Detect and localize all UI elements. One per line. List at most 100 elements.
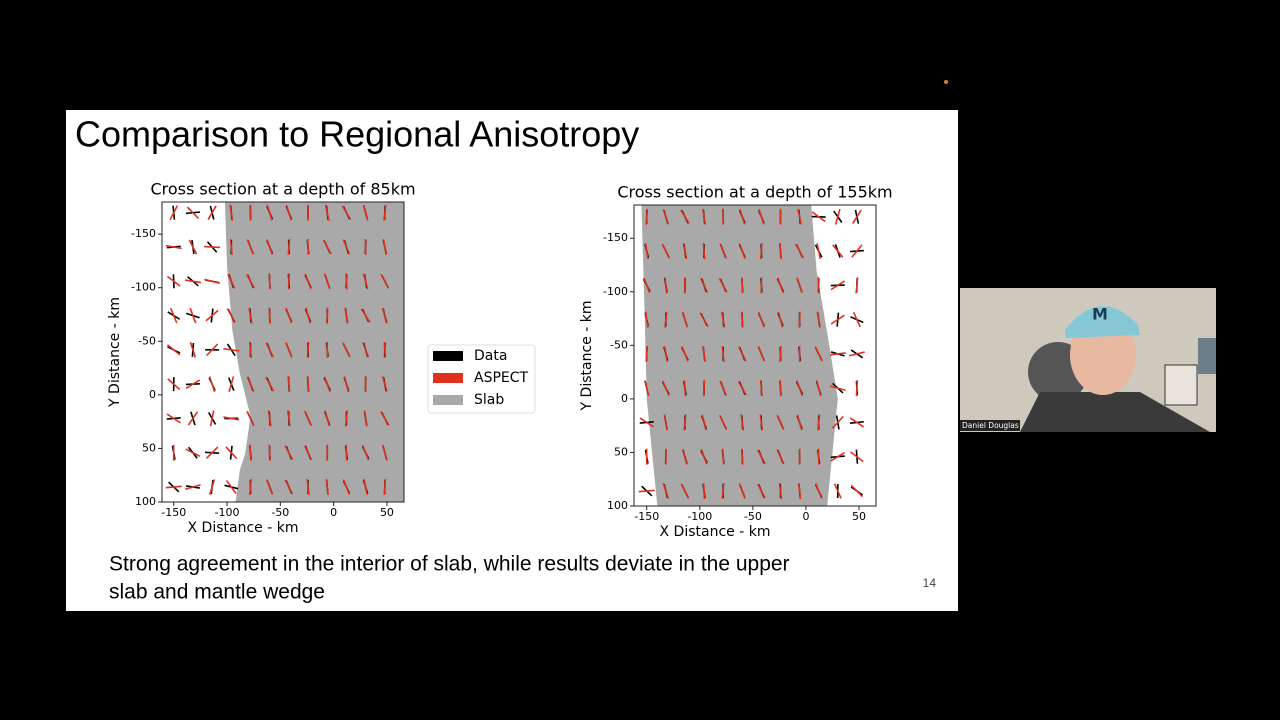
glyph	[759, 380, 763, 397]
glyph	[811, 211, 826, 223]
page-number: 14	[923, 576, 937, 590]
glyph	[207, 205, 217, 221]
glyph	[248, 341, 253, 358]
glyph	[266, 204, 273, 221]
glyph	[287, 410, 291, 427]
glyph	[851, 244, 863, 258]
glyph	[306, 238, 310, 256]
glyph	[187, 411, 199, 426]
glyph	[246, 239, 255, 255]
glyph	[342, 342, 351, 358]
glyph	[246, 410, 255, 427]
glyph	[208, 376, 216, 392]
glyph	[832, 244, 844, 258]
x-axis-label: X Distance - km	[660, 524, 771, 540]
glyph	[737, 346, 747, 362]
glyph	[265, 376, 275, 392]
glyph	[701, 208, 707, 225]
glyph	[245, 273, 256, 289]
glyph	[184, 279, 201, 284]
glyph	[644, 243, 649, 260]
x-tick-label: -50	[271, 506, 289, 519]
plot-title: Cross section at a depth of 85km	[150, 180, 415, 199]
plot-title: Cross section at a depth of 155km	[617, 183, 892, 202]
glyph	[645, 208, 649, 225]
glyph	[740, 311, 744, 328]
y-tick-label: -50	[610, 338, 628, 351]
legend-label: ASPECT	[474, 370, 529, 386]
glyph	[796, 380, 803, 396]
glyph	[778, 482, 783, 500]
glyph	[829, 352, 846, 356]
glyph	[381, 444, 388, 461]
glyph	[798, 311, 801, 328]
glyph	[662, 208, 670, 225]
glyph	[304, 273, 312, 290]
glyph	[189, 341, 197, 358]
legend-swatch	[433, 373, 463, 383]
glyph	[702, 243, 706, 260]
glyph	[287, 238, 291, 256]
glyph	[756, 483, 766, 499]
glyph	[760, 277, 763, 294]
glyph	[663, 345, 668, 362]
glyph	[229, 238, 233, 256]
glyph	[248, 307, 253, 324]
y-tick-label: -150	[131, 227, 156, 240]
glyph	[285, 307, 293, 324]
glyph	[223, 416, 240, 421]
x-tick-label: -150	[161, 506, 186, 519]
glyph	[700, 448, 708, 465]
glyph	[362, 342, 370, 358]
glyph	[303, 410, 313, 427]
caption: slab and mantle wedge	[109, 581, 325, 604]
legend-swatch	[433, 351, 463, 361]
glyph	[701, 414, 707, 431]
glyph	[380, 273, 390, 289]
glyph	[166, 275, 181, 287]
glyph	[225, 480, 237, 494]
glyph	[344, 307, 349, 324]
glyph	[776, 414, 785, 431]
glyph	[246, 376, 255, 392]
glyph	[268, 444, 271, 461]
glyph	[682, 311, 688, 328]
glyph	[381, 376, 388, 393]
glyph	[382, 238, 387, 256]
glyph	[223, 348, 240, 352]
y-tick-label: -100	[603, 285, 628, 298]
x-tick-label: -50	[744, 510, 762, 523]
glyph	[341, 205, 352, 220]
glyph	[383, 478, 387, 496]
glyph	[381, 307, 388, 324]
glyph	[776, 449, 785, 465]
participant-name: Daniel Douglas	[962, 421, 1019, 430]
glyph	[681, 346, 689, 362]
glyph	[644, 311, 649, 328]
glyph	[209, 479, 216, 495]
glyph	[796, 277, 803, 294]
legend-label: Data	[474, 348, 507, 364]
glyph	[817, 414, 821, 431]
glyph	[169, 205, 179, 221]
glyph	[225, 446, 238, 460]
glyph	[638, 489, 655, 493]
glyph	[266, 239, 274, 255]
glyph	[323, 376, 331, 392]
glyph	[166, 413, 181, 424]
y-axis-label: Y Distance - km	[107, 297, 123, 408]
glyph	[662, 483, 670, 499]
glyph	[777, 277, 784, 294]
glyph	[756, 449, 766, 465]
x-tick-label: 0	[802, 510, 809, 523]
glyph	[324, 410, 331, 427]
glyph	[814, 483, 823, 499]
glyph	[205, 343, 219, 357]
glyph	[185, 379, 201, 389]
glyph	[205, 446, 219, 459]
x-tick-label: -100	[215, 506, 240, 519]
glyph	[306, 341, 310, 358]
glyph	[680, 209, 690, 225]
glyph	[777, 311, 784, 328]
